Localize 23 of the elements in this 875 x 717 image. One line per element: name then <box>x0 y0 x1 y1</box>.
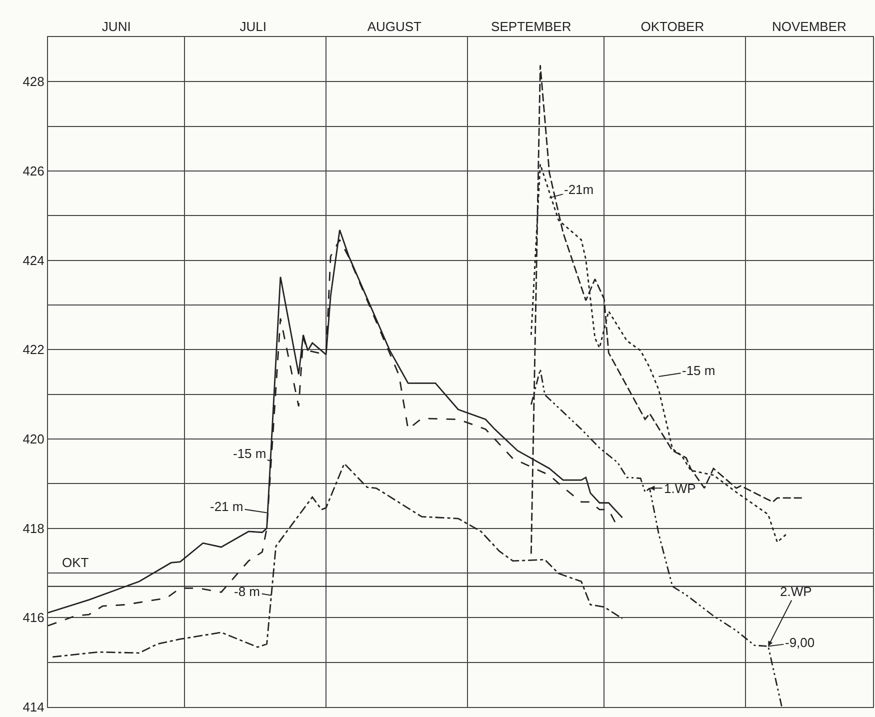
x-tick-label: JULI <box>240 18 266 34</box>
y-tick-label: 414 <box>22 700 44 715</box>
annotation: -9,00 <box>785 635 815 650</box>
y-tick-label: 428 <box>22 74 44 90</box>
annotation: -8 m <box>234 584 260 599</box>
x-tick-label: JUNI <box>102 18 131 34</box>
annotation: 1.WP <box>664 481 696 496</box>
annotation: 2.WP <box>780 584 812 599</box>
y-tick-label: 424 <box>22 252 44 268</box>
y-tick-label: 422 <box>22 342 44 358</box>
x-tick-label: OKTOBER <box>640 18 704 34</box>
annotation: -21m <box>564 182 594 197</box>
x-tick-label: NOVEMBER <box>772 18 846 34</box>
x-tick-label: SEPTEMBER <box>491 18 572 34</box>
y-tick-label: 416 <box>22 610 44 626</box>
x-tick-label: AUGUST <box>367 18 422 34</box>
ref-line-label: OKT <box>62 555 89 570</box>
y-tick-label: 420 <box>22 432 44 447</box>
annotation: -15 m <box>233 446 266 461</box>
annotation: -15 m <box>682 363 716 378</box>
annotation: -21 m <box>210 499 244 514</box>
y-tick-label: 426 <box>22 164 44 179</box>
y-tick-label: 418 <box>22 520 44 536</box>
